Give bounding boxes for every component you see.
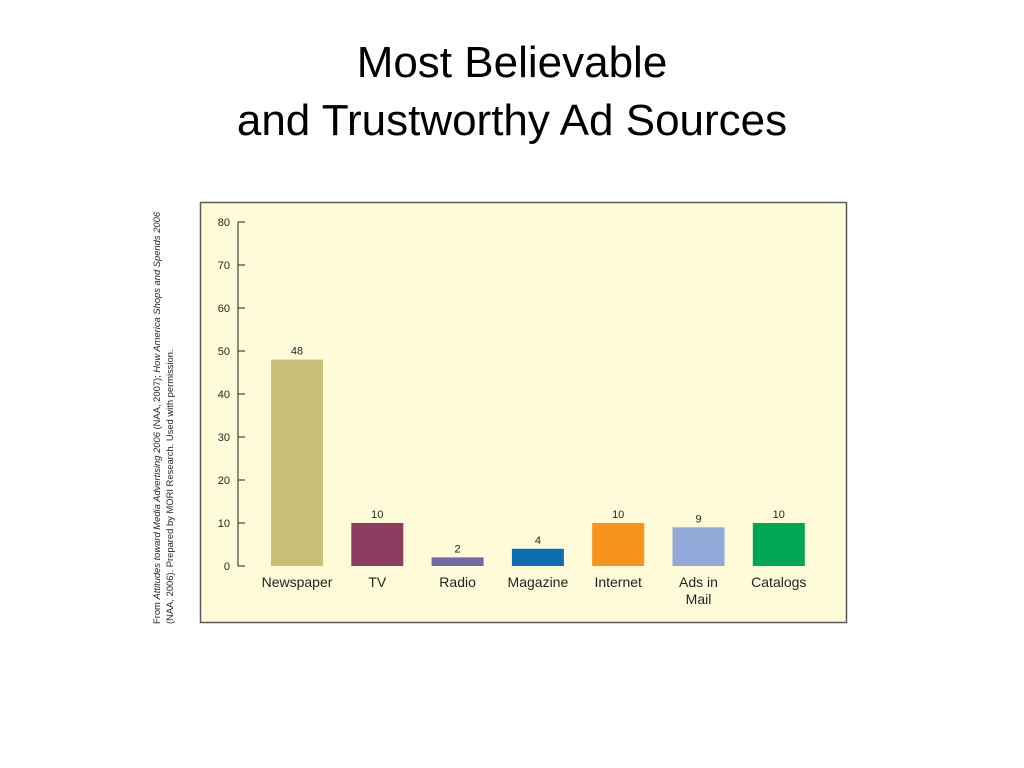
x-tick-label: Catalogs	[751, 574, 806, 590]
x-tick-label: Internet	[594, 574, 642, 590]
y-tick-label: 20	[218, 475, 230, 487]
credit-prefix: From	[151, 599, 162, 624]
x-tick-label: Mail	[686, 591, 712, 607]
slide-title: Most Believable and Trustworthy Ad Sourc…	[0, 34, 1024, 150]
data-label: 9	[695, 513, 701, 525]
data-label: 10	[612, 509, 624, 521]
y-tick-label: 70	[218, 260, 230, 272]
bar-chart: 0 10 20 30 40 50 60 70 80 48 Newspaper 10 TV 2 Radio 4 M…	[199, 201, 848, 624]
y-tick-label: 30	[218, 432, 230, 444]
x-tick-label: Magazine	[508, 574, 569, 590]
y-tick-label: 0	[224, 561, 230, 573]
credit-title-2: How America Shops and Spends 2006	[151, 211, 162, 373]
source-credit: From Attitudes toward Media Advertising …	[150, 208, 198, 624]
bar	[431, 557, 484, 566]
bar	[672, 527, 725, 566]
y-tick-label: 60	[218, 303, 230, 315]
data-label: 4	[535, 535, 541, 547]
credit-title-1: Attitudes toward Media Advertising 2006	[151, 432, 162, 600]
y-tick-label: 40	[218, 389, 230, 401]
bar	[511, 548, 564, 566]
x-tick-label: Newspaper	[262, 574, 333, 590]
credit-mid: (NAA, 2007);	[151, 372, 162, 433]
source-credit-text: From Attitudes toward Media Advertising …	[150, 208, 198, 624]
y-tick-label: 80	[218, 217, 230, 229]
x-tick-label: Radio	[439, 574, 476, 590]
x-tick-label: Ads in	[679, 574, 718, 590]
data-label: 10	[773, 509, 785, 521]
slide-title-line-2: and Trustworthy Ad Sources	[236, 96, 788, 145]
bar	[271, 359, 323, 566]
bar	[752, 523, 805, 566]
y-tick-label: 50	[218, 346, 230, 358]
data-label: 2	[455, 543, 461, 555]
y-tick-label: 10	[218, 518, 230, 530]
data-label: 48	[291, 346, 303, 358]
bar	[592, 523, 645, 566]
slide-title-line-1: Most Believable	[356, 38, 668, 87]
x-tick-label: TV	[368, 574, 387, 590]
bar	[351, 523, 404, 566]
data-label: 10	[371, 509, 383, 521]
credit-suffix: (NAA, 2006). Prepared by MORI Research. …	[164, 349, 175, 624]
